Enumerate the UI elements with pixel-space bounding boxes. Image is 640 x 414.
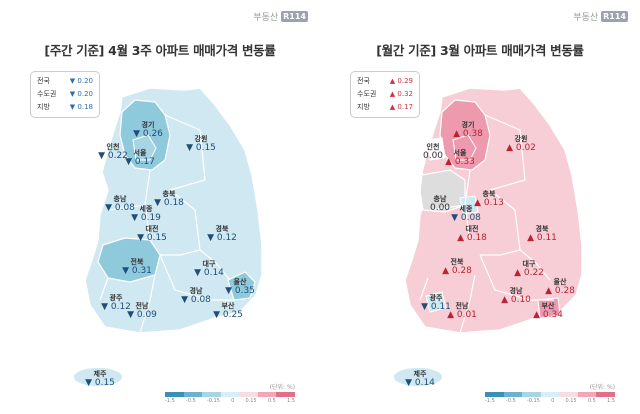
summary-row: 지방 ▲ 0.17: [357, 101, 413, 114]
brand-text: 부동산: [573, 13, 599, 23]
region-ulsan: [227, 271, 256, 301]
weekly-summary-box: 전국 ▼ 0.20 수도권 ▼ 0.20 지방 ▼ 0.18: [30, 71, 100, 118]
weekly-title: [주간 기준] 4월 3주 아파트 매매가격 변동률: [44, 43, 276, 58]
region-label-gyeongbuk: 경북 ▼ 0.12: [207, 225, 237, 244]
brand-box: R114: [281, 11, 308, 22]
legend-unit: (단위: %): [589, 384, 615, 391]
region-label-busan: 부산 ▲ 0.34: [533, 302, 563, 321]
region-label-gyeonggi: 경기 ▲ 0.38: [453, 121, 483, 140]
summary-value: ▲ 0.29: [389, 77, 413, 85]
region-gyeonggi: [119, 99, 171, 171]
brand-text: 부동산: [253, 13, 279, 23]
region-label-gangwon: 강원 ▲ 0.02: [506, 135, 536, 154]
region-label-daejeon: 대전 ▲ 0.18: [457, 225, 487, 244]
legend-color-bar: [485, 392, 616, 397]
summary-label: 지방: [37, 103, 50, 111]
summary-label: 지방: [357, 103, 370, 111]
region-label-ulsan: 울산 ▼ 0.35: [225, 278, 255, 297]
summary-row: 수도권 ▼ 0.20: [37, 88, 93, 101]
summary-label: 전국: [357, 77, 370, 85]
summary-label: 전국: [37, 77, 50, 85]
region-label-daegu: 대구 ▼ 0.14: [194, 260, 224, 279]
monthly-summary-box: 전국 ▲ 0.29 수도권 ▲ 0.32 지방 ▲ 0.17: [350, 71, 420, 118]
region-seoul: [132, 134, 157, 161]
summary-value: ▲ 0.17: [389, 103, 413, 111]
region-label-jeonbuk: 전북 ▲ 0.28: [442, 258, 472, 277]
region-busan: [537, 297, 561, 319]
region-label-jeju: 제주 ▼ 0.14: [405, 370, 435, 389]
summary-row: 수도권 ▲ 0.32: [357, 88, 413, 101]
region-sejong: [459, 195, 479, 215]
region-label-chungnam: 충남 ▼ 0.08: [105, 195, 135, 214]
region-gwangju: [425, 291, 447, 313]
summary-value: ▼ 0.20: [69, 90, 93, 98]
region-label-jeonnam: 전남 ▲ 0.01: [447, 302, 477, 321]
region-label-gyeongnam: 경남 ▲ 0.10: [501, 287, 531, 306]
region-label-sejong: 세종 ▼ 0.08: [451, 205, 481, 224]
region-label-gyeonggi: 경기 ▼ 0.26: [133, 121, 163, 140]
summary-row: 지방 ▼ 0.18: [37, 101, 93, 114]
region-label-jeonbuk: 전북 ▼ 0.31: [122, 258, 152, 277]
region-borders: [419, 114, 554, 334]
region-jeju: [74, 368, 122, 386]
region-label-seoul: 서울 ▼ 0.17: [125, 149, 155, 168]
region-label-incheon: 인천 ▼ 0.22: [98, 143, 128, 162]
region-label-seoul: 서울 ▲ 0.33: [445, 149, 475, 168]
weekly-legend: (단위: %) -1.5 -0.5 -0.15 0 0.15 0.5 1.5: [165, 382, 296, 404]
summary-row: 전국 ▼ 0.20: [37, 75, 93, 88]
region-label-gwangju: 광주 ▼ 0.12: [101, 294, 131, 313]
region-chungnam: [419, 169, 466, 213]
region-label-jeju: 제주 ▼ 0.15: [85, 370, 115, 389]
region-label-chungnam: 충남 0.00: [429, 195, 451, 214]
summary-value: ▲ 0.32: [389, 90, 413, 98]
monthly-title: [월간 기준] 3월 아파트 매매가격 변동률: [376, 43, 584, 58]
brand-logo: 부동산 R114: [573, 10, 628, 23]
summary-label: 수도권: [37, 90, 57, 98]
summary-value: ▼ 0.20: [69, 77, 93, 85]
weekly-korea-map: [74, 87, 263, 386]
legend-ticks: -1.5 -0.5 -0.15 0 0.15 0.5 1.5: [165, 398, 295, 404]
summary-label: 수도권: [357, 90, 377, 98]
region-label-chungbuk: 충북 ▼ 0.18: [154, 190, 184, 209]
legend-color-bar: [165, 392, 296, 397]
region-label-jeonnam: 전남 ▼ 0.09: [127, 302, 157, 321]
monthly-panel: 부동산 R114 [월간 기준] 3월 아파트 매매가격 변동률 전국 ▲ 0.2…: [320, 0, 640, 414]
brand-box: R114: [601, 11, 628, 22]
region-label-chungbuk: 충북 ▲ 0.13: [474, 190, 504, 209]
region-label-daejeon: 대전 ▼ 0.15: [137, 225, 167, 244]
legend-unit: (단위: %): [269, 384, 295, 391]
region-jeju: [394, 368, 442, 386]
monthly-korea-map: [394, 87, 583, 386]
region-label-ulsan: 울산 ▲ 0.28: [545, 278, 575, 297]
region-label-gangwon: 강원 ▼ 0.15: [186, 135, 216, 154]
legend-ticks: -1.5 -0.5 -0.15 0 0.15 0.5 1.5: [485, 398, 615, 404]
region-label-gyeongbuk: 경북 ▲ 0.11: [527, 225, 557, 244]
region-borders: [99, 114, 234, 334]
region-label-busan: 부산 ▼ 0.25: [213, 302, 243, 321]
monthly-legend: (단위: %) -1.5 -0.5 -0.15 0 0.15 0.5 1.5: [485, 382, 616, 404]
region-label-gwangju: 광주 ▼ 0.11: [421, 294, 451, 313]
region-label-daegu: 대구 ▲ 0.22: [514, 260, 544, 279]
summary-row: 전국 ▲ 0.29: [357, 75, 413, 88]
region-label-sejong: 세종 ▼ 0.19: [131, 205, 161, 224]
region-incheon: [427, 137, 446, 161]
region-label-incheon: 인천 0.00: [422, 143, 444, 162]
weekly-panel: 부동산 R114 [주간 기준] 4월 3주 아파트 매매가격 변동률 전국 ▼ …: [30, 10, 308, 404]
region-seoul: [452, 134, 477, 161]
summary-value: ▼ 0.18: [69, 103, 93, 111]
brand-logo: 부동산 R114: [253, 10, 308, 23]
region-label-gyeongnam: 경남 ▼ 0.08: [181, 287, 211, 306]
